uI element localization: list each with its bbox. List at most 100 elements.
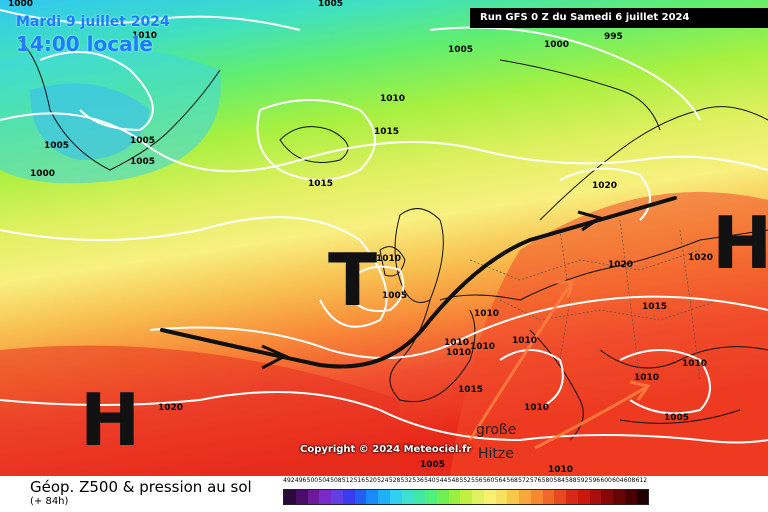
heat-annotation: große Hitze: [476, 422, 516, 462]
jet-arrowhead-west: [261, 344, 289, 370]
isobar-label: 995: [604, 32, 623, 42]
jet-stream-arrow: [160, 196, 677, 369]
isobar-label: 1010: [634, 373, 659, 383]
scale-swatch: [425, 490, 437, 504]
model-run-label: Run GFS 0 Z du Samedi 6 juillet 2024: [470, 8, 768, 28]
scale-value: 524: [377, 477, 389, 484]
scale-value: 532: [400, 477, 413, 484]
legend-footer: Géop. Z500 & pression au sol (+ 84h) 492…: [0, 476, 768, 512]
scale-value: 508: [330, 477, 342, 484]
isobars: [0, 9, 768, 444]
forecast-time: 14:00 locale: [16, 32, 153, 56]
scale-value: 516: [353, 477, 366, 484]
isobar-labels: 1005 1010 1005 1000 995 1000 1005 1005 1…: [8, 0, 713, 475]
scale-value: 572: [518, 477, 530, 484]
isobar-label: 1005: [130, 157, 155, 167]
forecast-date: Mardi 9 juillet 2024: [16, 14, 170, 30]
annotation-line: große: [476, 422, 516, 438]
scale-value: 568: [506, 477, 518, 484]
scale-value: 520: [365, 477, 377, 484]
scale-swatch: [542, 490, 555, 504]
scale-value: 600: [600, 477, 612, 484]
scale-value: 536: [412, 477, 424, 484]
high-pressure-symbol: H: [80, 378, 140, 462]
low-pressure-symbol: T: [328, 238, 377, 322]
scale-value: 596: [588, 477, 601, 484]
scale-swatch: [530, 490, 543, 504]
scale-swatch: [472, 490, 484, 504]
weather-map: 1005 1010 1005 1000 995 1000 1005 1005 1…: [0, 0, 768, 476]
annotation-line: Hitze: [478, 446, 514, 462]
isobar-label: 1020: [688, 253, 713, 263]
isobar-label: 1000: [8, 0, 33, 9]
scale-value: 612: [635, 477, 648, 484]
geopotential-color-scale: 492 496 500 504 508 512 516 520 524 528 532 536 540 5…: [283, 477, 650, 505]
scale-swatch: [495, 490, 508, 504]
scale-swatch: [566, 490, 578, 504]
isobar-label: 1005: [664, 413, 689, 423]
scale-value: 604: [612, 477, 624, 484]
isobar-label: 1005: [44, 141, 69, 151]
scale-swatch: [413, 490, 425, 504]
scale-swatch: [331, 490, 343, 504]
isobar-label: 1015: [308, 179, 333, 189]
pressure-centers: H H T: [80, 201, 768, 462]
warm-east: [450, 191, 768, 476]
scale-value: 512: [341, 477, 354, 484]
borders: [469, 219, 721, 381]
isobar-label: 1015: [642, 302, 667, 312]
scale-swatch: [378, 490, 390, 504]
map-title: Géop. Z500 & pression au sol: [30, 478, 252, 496]
scale-swatch: [389, 490, 402, 504]
isobar-label: 1005: [318, 0, 343, 9]
scale-value: 584: [553, 477, 565, 484]
high-pressure-symbol: H: [712, 201, 768, 285]
scale-value: 564: [494, 477, 507, 484]
scale-swatch: [366, 490, 378, 504]
scale-swatch: [519, 490, 531, 504]
isobar-label: 1005: [448, 45, 473, 55]
scale-value: 556: [471, 477, 483, 484]
isobar-label: 1010: [446, 348, 471, 358]
scale-swatch: [601, 490, 613, 504]
isobar-label: 1000: [30, 169, 55, 179]
scale-value: 492: [283, 477, 295, 484]
scale-swatch: [401, 490, 414, 504]
isobar-label: 1000: [544, 40, 569, 50]
isobar-label: 1010: [380, 94, 405, 104]
isobar-label: 1005: [130, 136, 155, 146]
scale-value: 608: [623, 477, 636, 484]
scale-bar: [283, 489, 650, 505]
scale-value: 504: [318, 477, 330, 484]
scale-swatch: [354, 490, 367, 504]
isobar-label: 1005: [420, 460, 445, 470]
heat-arrows: [468, 280, 651, 450]
cold-core: [30, 83, 150, 160]
scale-value: 500: [306, 477, 319, 484]
scale-swatch: [624, 490, 637, 504]
scale-value: 560: [482, 477, 495, 484]
scale-swatch: [613, 490, 625, 504]
coastlines: [19, 39, 768, 441]
scale-swatch: [460, 490, 472, 504]
isobar-label: 1020: [592, 181, 617, 191]
isobar-label: 1010: [474, 309, 499, 319]
scale-value: 548: [447, 477, 460, 484]
isobar-label: 1005: [382, 291, 407, 301]
isobar-label: 1010: [132, 31, 157, 41]
scale-swatch: [319, 490, 331, 504]
scale-value: 588: [565, 477, 577, 484]
isobar-label: 1010: [470, 342, 495, 352]
scale-swatch: [295, 490, 308, 504]
scale-value: 544: [435, 477, 448, 484]
warm-southwest: [0, 345, 400, 476]
isobar-label: 1020: [158, 403, 183, 413]
scale-value: 592: [576, 477, 589, 484]
scale-swatch: [284, 490, 296, 504]
scale-swatch: [483, 490, 496, 504]
scale-value: 576: [529, 477, 542, 484]
isobar-label: 1010: [444, 338, 469, 348]
scale-swatch: [307, 490, 320, 504]
isobar-label: 1010: [524, 403, 549, 413]
